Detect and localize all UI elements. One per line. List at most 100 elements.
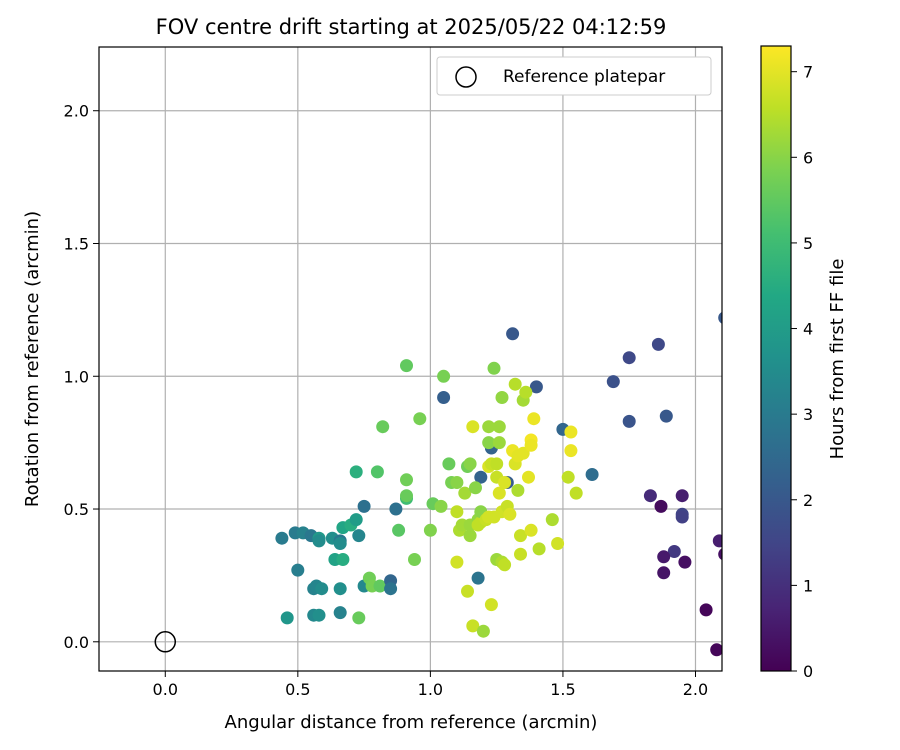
y-tick-label: 1.0	[64, 367, 89, 386]
data-point	[487, 361, 501, 375]
x-tick-label: 1.5	[550, 680, 575, 699]
data-point	[699, 603, 713, 617]
x-tick-label: 0.0	[153, 680, 178, 699]
data-point	[423, 523, 437, 537]
data-point	[678, 555, 692, 569]
colorbar-tick-label: 4	[803, 320, 813, 339]
data-point	[651, 337, 665, 351]
data-point	[352, 611, 366, 625]
data-point	[291, 563, 305, 577]
data-point	[508, 377, 522, 391]
data-point	[280, 611, 294, 625]
data-point	[474, 470, 488, 484]
data-points	[275, 311, 722, 657]
data-point	[622, 351, 636, 365]
data-point	[519, 385, 533, 399]
data-point	[522, 470, 535, 484]
data-point	[718, 311, 722, 324]
data-point	[718, 548, 722, 561]
data-point	[482, 420, 496, 434]
data-point	[675, 489, 689, 503]
data-point	[389, 502, 403, 516]
data-point	[349, 513, 363, 527]
data-point	[333, 537, 347, 550]
y-axis-ticks: 0.0 0.5 1.0 1.5 2.0	[64, 102, 99, 652]
legend-label: Reference platepar	[503, 67, 665, 87]
data-point	[643, 489, 657, 503]
data-point	[495, 391, 509, 404]
data-point	[675, 510, 689, 524]
data-point	[527, 412, 541, 426]
data-point	[545, 513, 559, 527]
data-point	[466, 420, 480, 434]
data-point	[606, 375, 620, 389]
data-point	[469, 481, 482, 495]
data-point	[333, 606, 347, 620]
colorbar-label: Hours from first FF file	[827, 259, 848, 460]
colorbar-tick-label: 0	[803, 662, 813, 681]
x-tick-label: 0.5	[285, 680, 310, 699]
data-point	[659, 409, 673, 423]
data-point	[654, 499, 668, 513]
data-point	[482, 436, 496, 450]
data-point	[561, 470, 575, 484]
data-point	[392, 523, 406, 537]
data-point	[492, 420, 506, 434]
data-point	[400, 489, 413, 503]
colorbar-tick-label: 1	[803, 576, 813, 595]
data-point	[564, 444, 578, 458]
data-point	[511, 483, 525, 497]
plot-frame	[98, 46, 723, 672]
colorbar	[760, 45, 792, 672]
data-point	[437, 391, 451, 404]
data-point	[529, 380, 543, 394]
data-point	[315, 582, 329, 596]
data-point	[503, 507, 517, 521]
data-point	[667, 545, 681, 558]
data-point	[492, 436, 506, 450]
data-point	[450, 505, 464, 519]
legend: Reference platepar	[436, 56, 712, 96]
data-point	[442, 457, 456, 471]
data-point	[506, 327, 520, 341]
data-point	[384, 582, 398, 596]
data-point	[376, 420, 390, 434]
x-tick-label: 1.0	[418, 680, 443, 699]
data-point	[373, 579, 387, 593]
data-point	[400, 473, 413, 487]
data-point	[492, 486, 506, 500]
reference-platepar-marker	[154, 631, 177, 653]
data-point	[400, 359, 413, 373]
y-tick-label: 1.5	[64, 234, 89, 253]
data-point	[437, 369, 451, 383]
data-point	[532, 542, 546, 556]
data-point	[349, 465, 363, 479]
data-point	[463, 457, 477, 471]
data-point	[466, 619, 480, 633]
data-point	[514, 529, 527, 543]
legend-box	[436, 56, 712, 96]
data-point	[471, 571, 485, 585]
data-point	[524, 438, 538, 452]
data-point	[476, 624, 490, 638]
data-point	[434, 499, 448, 513]
data-point	[498, 476, 512, 489]
data-point	[622, 414, 636, 428]
colorbar-tick-label: 7	[803, 63, 813, 82]
y-tick-label: 0.0	[64, 633, 89, 652]
data-point	[657, 566, 671, 580]
colorbar-tick-label: 2	[803, 491, 813, 510]
data-point	[370, 465, 384, 479]
y-tick-label: 0.5	[64, 500, 89, 519]
data-point	[524, 523, 538, 537]
colorbar-tick-label: 6	[803, 148, 813, 167]
x-axis-ticks: 0.0 0.5 1.0 1.5 2.0	[153, 671, 708, 699]
data-point	[312, 534, 326, 548]
data-point	[657, 550, 671, 564]
data-point	[312, 608, 326, 622]
data-point	[275, 531, 289, 545]
data-point	[352, 529, 366, 543]
x-axis-label: Angular distance from reference (arcmin)	[225, 712, 598, 733]
data-point	[585, 468, 599, 481]
